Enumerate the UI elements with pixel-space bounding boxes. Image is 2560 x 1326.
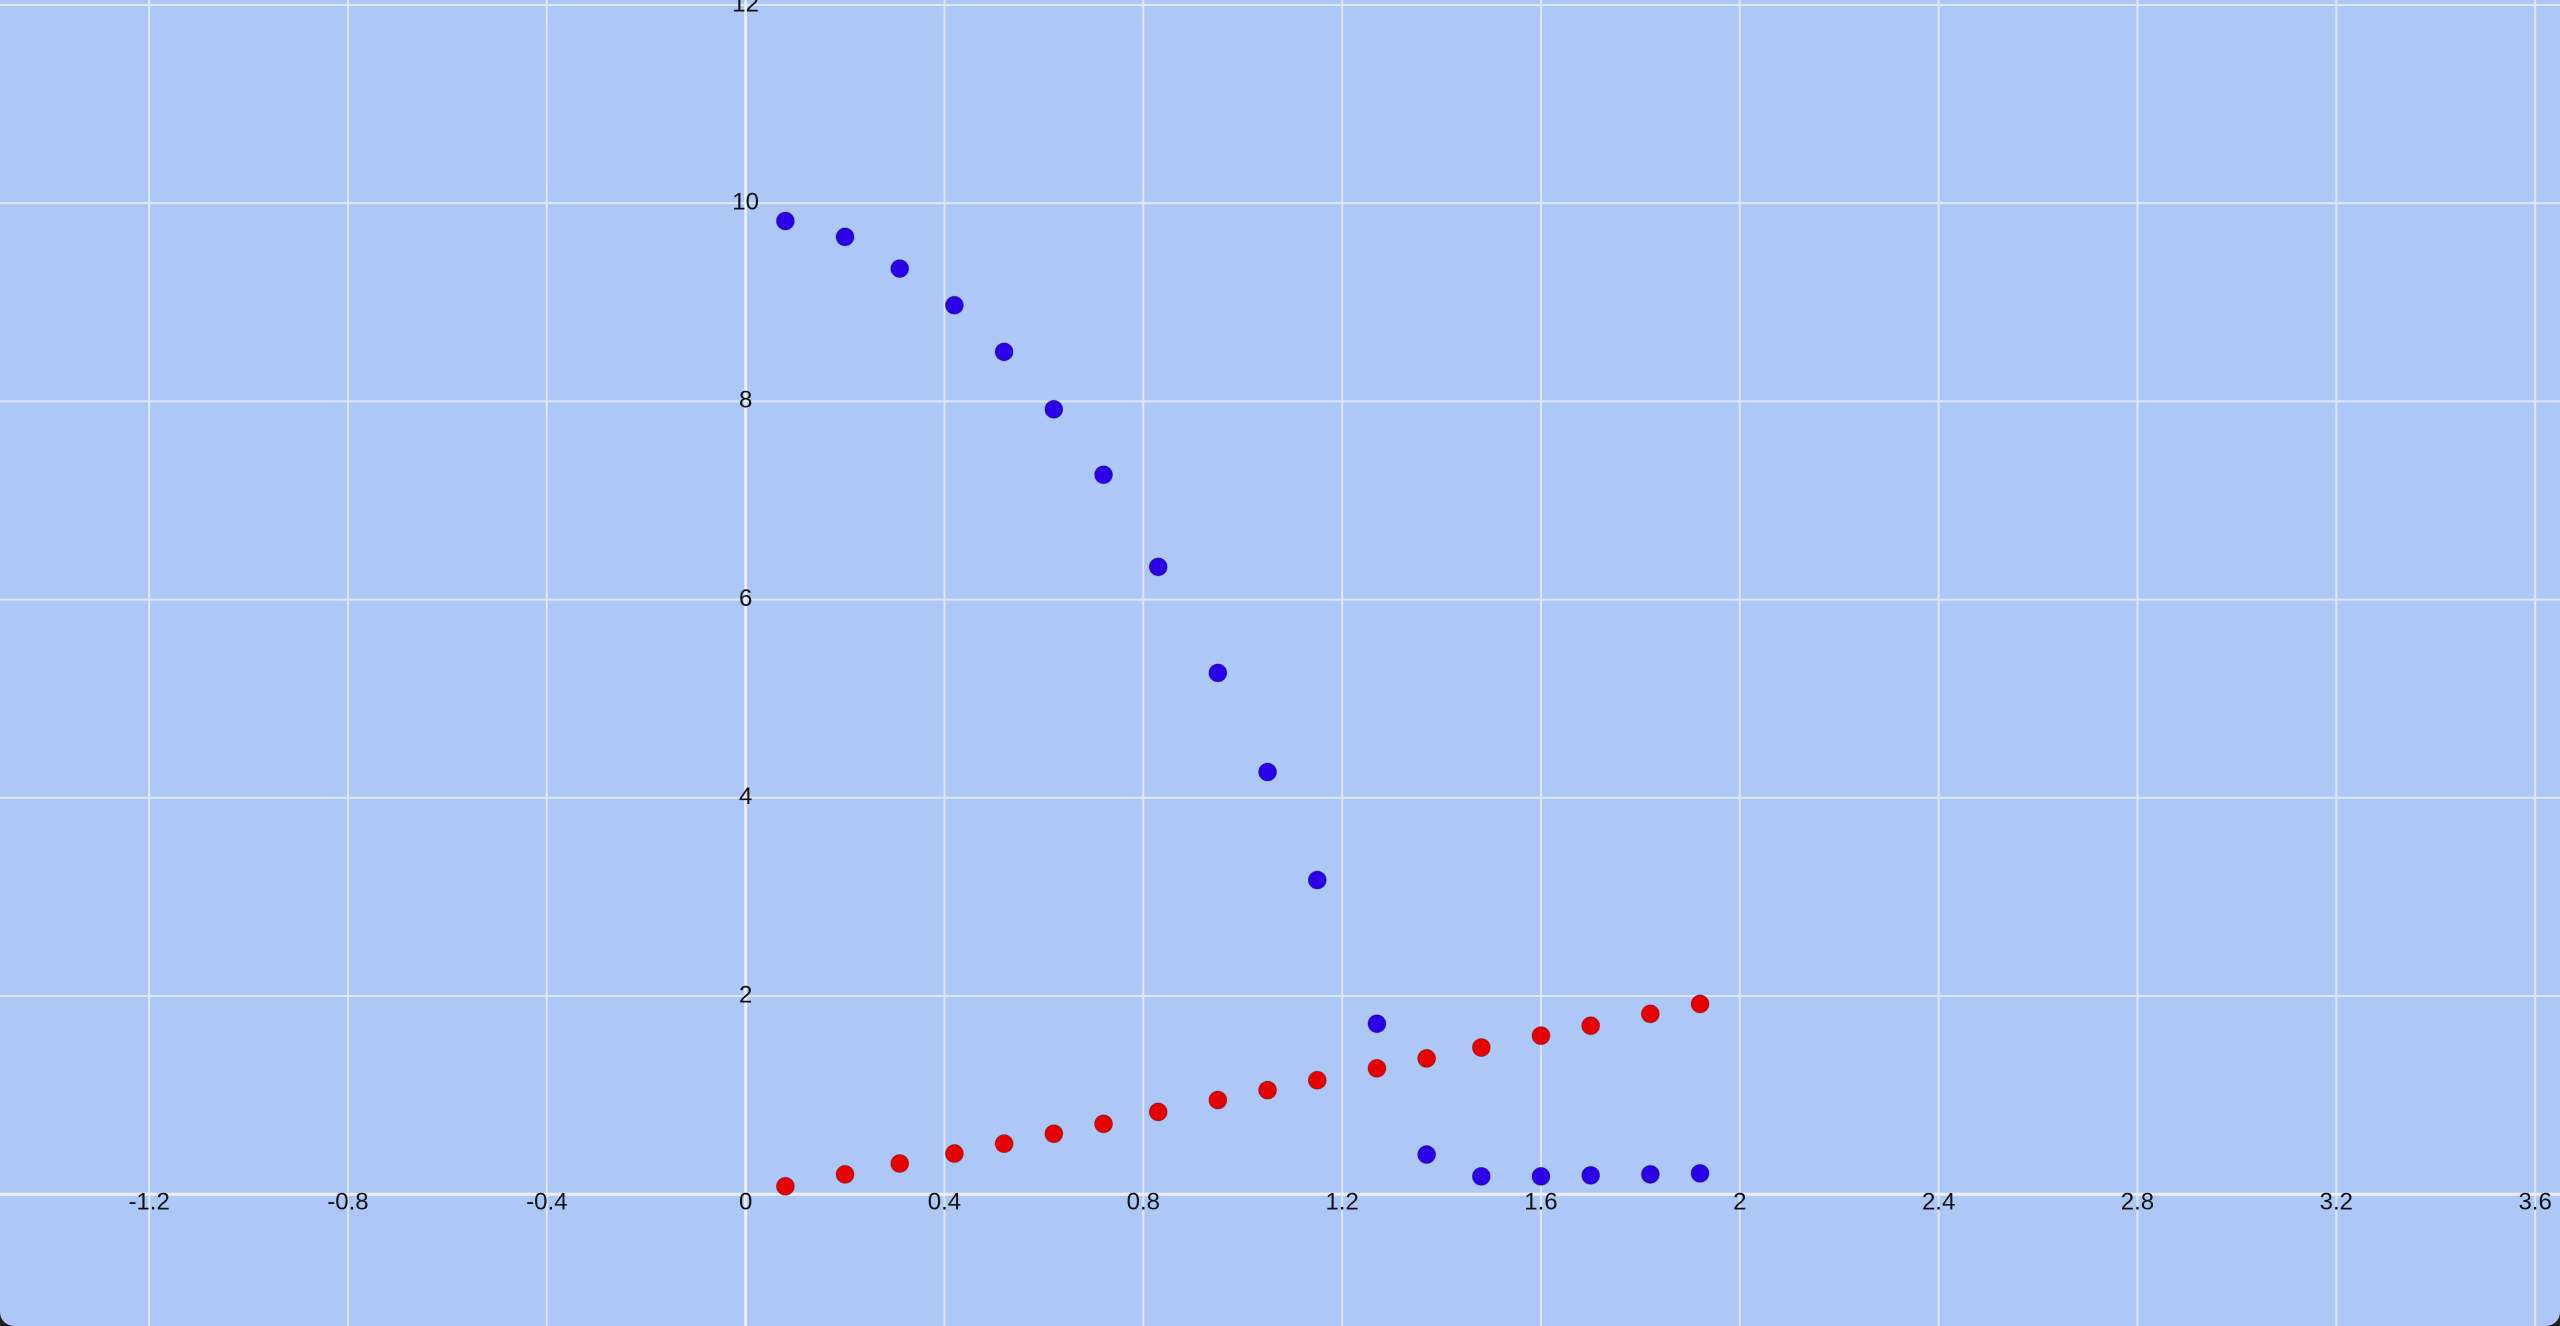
- x-tick-label: -1.2: [128, 1189, 169, 1216]
- data-point: [1581, 1016, 1601, 1036]
- data-point: [944, 1144, 964, 1164]
- data-point: [1531, 1166, 1551, 1186]
- data-point: [775, 211, 795, 231]
- data-point: [1367, 1058, 1387, 1078]
- data-point: [1148, 1102, 1168, 1122]
- x-tick-label: -0.8: [327, 1189, 368, 1216]
- y-tick-label: 10: [732, 189, 759, 216]
- x-tick-label: 3.2: [2320, 1189, 2353, 1216]
- data-point: [835, 1164, 855, 1184]
- data-point: [890, 259, 910, 279]
- y-tick-label: 8: [739, 387, 752, 414]
- data-point: [1471, 1038, 1491, 1058]
- tick-labels: -1.2 -0.8 -0.4 0 0.4 0.8 1.2 1.6 2 2.4 2.8 3.2 3.6 2 4…: [128, 0, 2551, 1216]
- data-point: [1640, 1004, 1660, 1024]
- y-tick-label: 6: [739, 585, 752, 612]
- data-point: [1094, 465, 1114, 485]
- data-point: [1307, 870, 1327, 890]
- series-1: [775, 994, 1710, 1196]
- data-point: [1471, 1166, 1491, 1186]
- x-tick-label: 3.6: [2518, 1189, 2551, 1216]
- x-tick-label: -0.4: [526, 1189, 567, 1216]
- x-tick-label: 2: [1733, 1189, 1746, 1216]
- x-tick-label: 2.8: [2121, 1189, 2154, 1216]
- data-point: [1367, 1014, 1387, 1034]
- data-point: [1690, 994, 1710, 1014]
- data-point: [890, 1153, 910, 1173]
- data-point: [775, 1176, 795, 1196]
- data-point: [1208, 663, 1228, 683]
- x-tick-label: 2.4: [1922, 1189, 1955, 1216]
- data-point: [944, 295, 964, 315]
- data-point: [994, 1134, 1014, 1154]
- x-tick-label: 0: [739, 1189, 752, 1216]
- y-tick-label: 12: [732, 0, 759, 17]
- data-point: [1640, 1164, 1660, 1184]
- y-tick-label: 2: [739, 981, 752, 1008]
- data-point: [1690, 1163, 1710, 1183]
- data-point: [1417, 1048, 1437, 1068]
- data-point: [1044, 1124, 1064, 1144]
- x-tick-label: 0.4: [928, 1189, 961, 1216]
- data-point: [1531, 1026, 1551, 1046]
- data-point: [1417, 1145, 1437, 1165]
- data-point: [1258, 762, 1278, 782]
- x-tick-label: 0.8: [1127, 1189, 1160, 1216]
- y-tick-label: 4: [739, 783, 752, 810]
- data-point: [1258, 1080, 1278, 1100]
- data-points: [775, 211, 1710, 1196]
- x-tick-label: 1.2: [1325, 1189, 1358, 1216]
- data-point: [1044, 399, 1064, 419]
- data-point: [1307, 1070, 1327, 1090]
- x-tick-label: 1.6: [1524, 1189, 1557, 1216]
- data-point: [835, 227, 855, 247]
- data-point: [1148, 557, 1168, 577]
- series-0: [775, 211, 1710, 1186]
- data-point: [1094, 1114, 1114, 1134]
- data-point: [1581, 1165, 1601, 1185]
- data-point: [1208, 1090, 1228, 1110]
- data-point: [994, 342, 1014, 362]
